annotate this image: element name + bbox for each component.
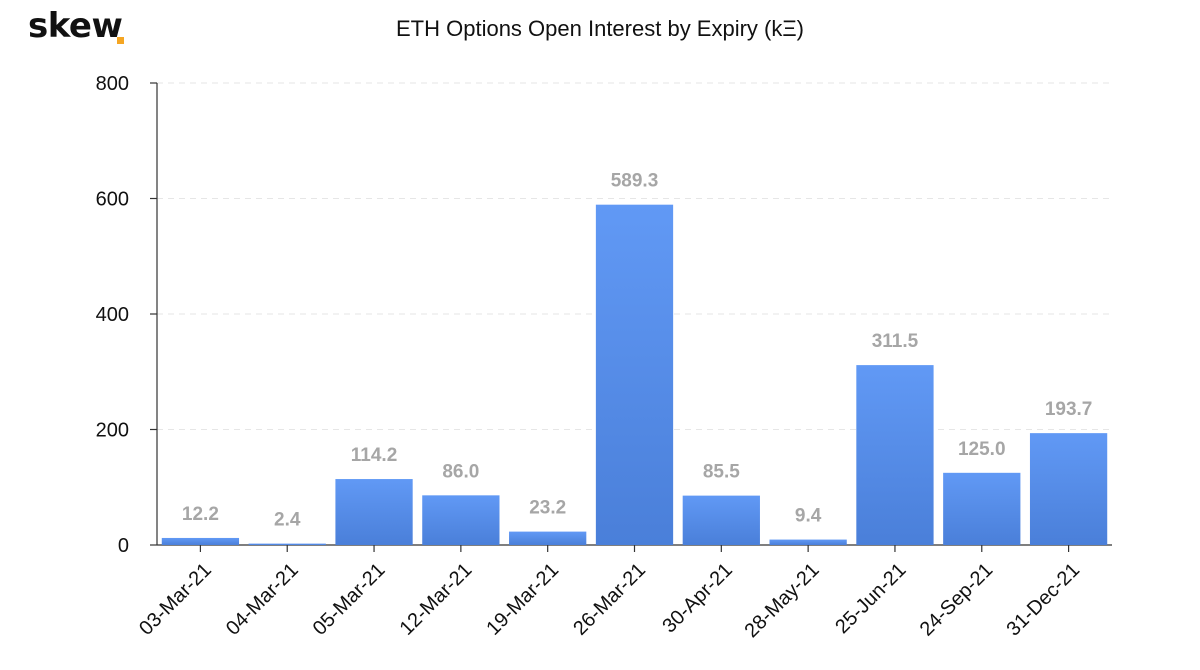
x-tick-label: 30-Apr-21 — [658, 559, 736, 637]
data-label: 311.5 — [872, 331, 919, 352]
x-tick-label: 04-Mar-21 — [222, 559, 303, 640]
data-label: 9.4 — [795, 506, 822, 527]
bar — [161, 537, 240, 545]
chart-title: ETH Options Open Interest by Expiry (kΞ) — [396, 16, 804, 41]
x-tick-label: 31-Dec-21 — [1003, 559, 1085, 641]
data-label: 23.2 — [529, 498, 566, 519]
logo-dot — [117, 37, 124, 44]
data-label: 85.5 — [703, 462, 740, 483]
bars — [161, 204, 1108, 545]
bar — [595, 204, 674, 545]
data-label: 125.0 — [958, 439, 1006, 460]
bar — [248, 543, 326, 545]
data-label: 114.2 — [351, 445, 398, 466]
x-tick-label: 24-Sep-21 — [916, 559, 998, 641]
data-label: 86.0 — [442, 461, 479, 482]
tick-labels: 0 200 400 600 800 03-Mar-21 04-Mar-21 05-Mar-21… — [96, 73, 1085, 642]
data-label: 589.3 — [611, 171, 659, 192]
data-label: 12.2 — [182, 504, 219, 525]
y-tick-label: 800 — [96, 73, 129, 95]
bar — [509, 531, 587, 545]
bar — [769, 539, 847, 545]
x-tick-label: 19-Mar-21 — [482, 559, 563, 640]
data-labels: 12.2 2.4 114.2 86.0 23.2 589.3 85.5 9.4 311.5 125… — [182, 171, 1092, 531]
data-label: 2.4 — [274, 510, 301, 531]
x-tick-label: 26-Mar-21 — [569, 559, 650, 640]
bar — [682, 495, 760, 545]
x-tick-label: 28-May-21 — [741, 559, 824, 642]
x-tick-label: 12-Mar-21 — [396, 559, 477, 640]
x-tick-label: 05-Mar-21 — [309, 559, 390, 640]
bar — [335, 479, 413, 545]
y-tick-label: 0 — [118, 535, 129, 557]
y-tick-label: 200 — [96, 420, 129, 442]
bar — [1029, 433, 1108, 545]
x-tick-label: 03-Mar-21 — [135, 559, 216, 640]
y-tick-label: 400 — [96, 304, 129, 326]
bar — [943, 472, 1021, 545]
x-tick-label: 25-Jun-21 — [831, 559, 910, 638]
bar — [422, 495, 500, 545]
y-tick-label: 600 — [96, 189, 129, 211]
data-label: 193.7 — [1045, 399, 1093, 420]
skew-logo: skew — [28, 6, 123, 46]
bar — [856, 365, 934, 545]
